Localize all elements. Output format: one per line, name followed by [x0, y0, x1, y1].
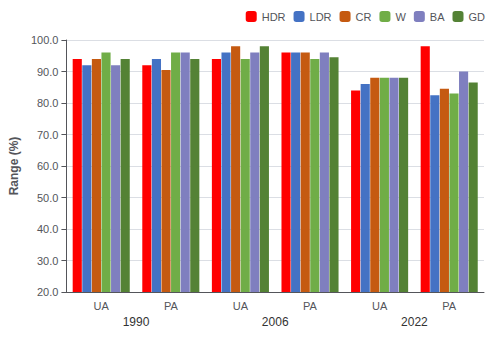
svg-text:20.0: 20.0: [37, 286, 58, 298]
svg-text:60.0: 60.0: [37, 160, 58, 172]
svg-text:90.0: 90.0: [37, 66, 58, 78]
svg-text:PA: PA: [303, 300, 318, 312]
svg-text:PA: PA: [164, 300, 179, 312]
svg-text:GD: GD: [469, 11, 486, 23]
svg-text:50.0: 50.0: [37, 192, 58, 204]
svg-text:2006: 2006: [262, 315, 289, 329]
svg-text:UA: UA: [94, 300, 110, 312]
svg-text:30.0: 30.0: [37, 255, 58, 267]
svg-text:1990: 1990: [123, 315, 150, 329]
svg-text:2022: 2022: [401, 315, 428, 329]
svg-text:W: W: [395, 11, 406, 23]
svg-text:PA: PA: [442, 300, 457, 312]
svg-text:70.0: 70.0: [37, 129, 58, 141]
svg-text:UA: UA: [372, 300, 388, 312]
svg-text:Range (%): Range (%): [7, 137, 21, 196]
svg-text:80.0: 80.0: [37, 97, 58, 109]
svg-text:LDR: LDR: [310, 11, 332, 23]
svg-text:BA: BA: [430, 11, 445, 23]
svg-text:100.0: 100.0: [31, 34, 59, 46]
svg-text:CR: CR: [356, 11, 372, 23]
svg-text:HDR: HDR: [262, 11, 286, 23]
svg-text:40.0: 40.0: [37, 223, 58, 235]
svg-text:UA: UA: [233, 300, 249, 312]
